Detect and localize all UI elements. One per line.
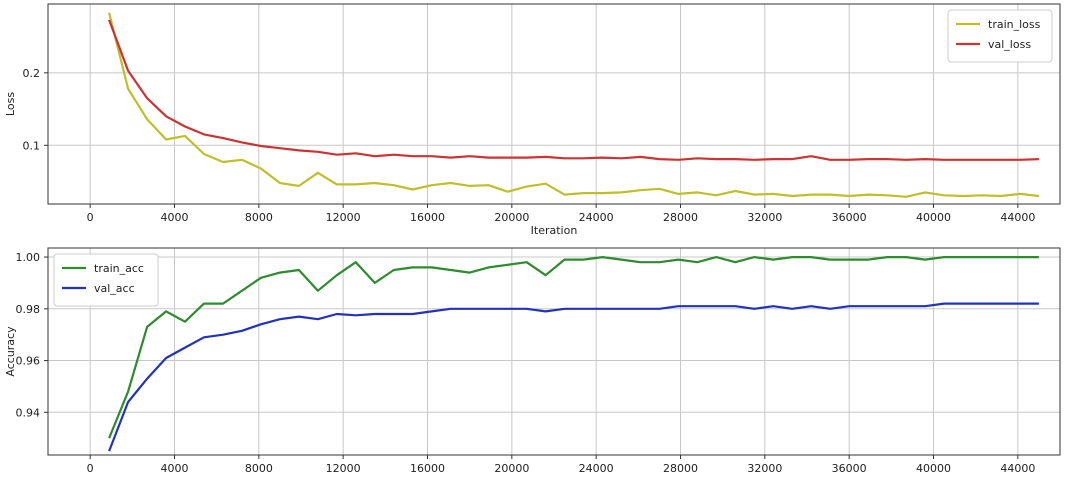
x-tick-label: 36000 (832, 462, 867, 473)
x-tick-label: 12000 (326, 462, 361, 473)
legend-label-val_acc: val_acc (94, 282, 135, 295)
subplot-2: 0 4000 8000 12000 16000 20000 24000 28000 32000 3… (4, 247, 1061, 475)
y-tick-label: 0.98 (16, 303, 41, 316)
series-line-val_acc (108, 302, 1039, 452)
legend-label-val_loss: val_loss (988, 38, 1031, 51)
x-tick-label: 16000 (410, 462, 445, 473)
series-line-train_acc (108, 256, 1039, 439)
series-line-val_loss (108, 19, 1039, 161)
y-tick-label: 0.94 (16, 406, 41, 419)
y-axis-label: Loss (4, 92, 17, 116)
x-tick-label: 8000 (245, 462, 273, 473)
y-tick-label: 0.96 (16, 355, 41, 368)
x-tick-label: 4000 (161, 211, 189, 224)
legend: train_loss val_loss (947, 9, 1053, 63)
legend: train_acc val_acc (53, 253, 159, 307)
y-tick-label: 0.1 (23, 139, 41, 152)
x-tick-label: 0 (87, 211, 94, 224)
x-tick-label: 32000 (747, 211, 782, 224)
series-line-train_loss (108, 12, 1040, 198)
x-tick-label: 8000 (245, 211, 273, 224)
x-axis-label: Iteration (531, 224, 578, 237)
subplot-1: 0 4000 8000 12000 16000 20000 24000 28000 32000 3… (4, 3, 1061, 237)
y-axis-label: Accuracy (4, 326, 17, 377)
x-tick-label: 36000 (832, 211, 867, 224)
x-tick-label: 40000 (916, 462, 951, 473)
legend-label-train_acc: train_acc (94, 262, 144, 275)
legend-label-train_loss: train_loss (988, 18, 1041, 31)
axes-frame (47, 3, 1061, 205)
x-tick-label: 40000 (916, 211, 951, 224)
x-tick-label: 20000 (494, 211, 529, 224)
x-tick-label: 0 (87, 462, 94, 473)
x-tick-label: 4000 (161, 462, 189, 473)
x-tick-label: 32000 (747, 462, 782, 473)
x-tick-label: 12000 (326, 211, 361, 224)
x-tick-label: 44000 (1000, 211, 1035, 224)
x-tick-label: 16000 (410, 211, 445, 224)
y-tick-label: 1.00 (16, 251, 41, 264)
x-tick-label: 28000 (663, 462, 698, 473)
x-tick-label: 24000 (579, 462, 614, 473)
axes-frame (47, 247, 1061, 456)
y-tick-label: 0.2 (23, 67, 41, 80)
x-tick-label: 20000 (494, 462, 529, 473)
x-tick-label: 44000 (1000, 462, 1035, 473)
x-tick-label: 28000 (663, 211, 698, 224)
x-tick-label: 24000 (579, 211, 614, 224)
